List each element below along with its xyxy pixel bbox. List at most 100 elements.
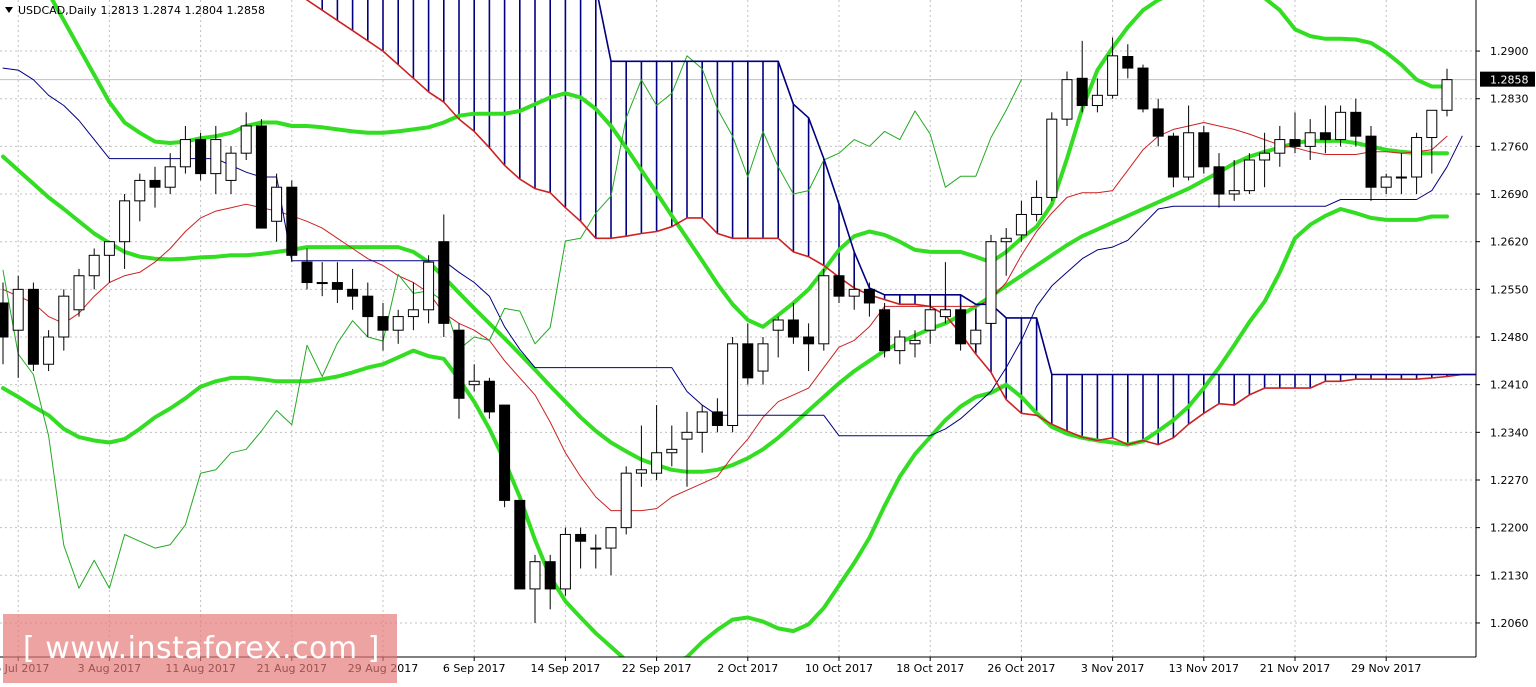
candle[interactable]: [58, 289, 70, 351]
candle[interactable]: [620, 466, 632, 535]
candle[interactable]: [772, 316, 784, 358]
candle[interactable]: [438, 214, 450, 338]
candle[interactable]: [1228, 159, 1240, 201]
candle[interactable]: [1076, 40, 1088, 113]
candle[interactable]: [1243, 153, 1255, 195]
candle[interactable]: [590, 534, 602, 569]
candle[interactable]: [1167, 132, 1179, 188]
candle[interactable]: [316, 262, 328, 297]
candle[interactable]: [818, 268, 830, 351]
candle[interactable]: [711, 398, 723, 433]
candle[interactable]: [1198, 125, 1210, 174]
candle[interactable]: [225, 146, 237, 195]
candle[interactable]: [1046, 112, 1058, 201]
candle[interactable]: [1411, 132, 1423, 195]
candle[interactable]: [331, 262, 343, 303]
candle[interactable]: [240, 112, 252, 160]
candle[interactable]: [407, 282, 419, 331]
candle[interactable]: [1380, 173, 1392, 195]
candle[interactable]: [1213, 153, 1225, 208]
dropdown-triangle-icon[interactable]: [5, 7, 13, 13]
candle[interactable]: [1289, 112, 1301, 154]
candle[interactable]: [970, 309, 982, 351]
candle[interactable]: [499, 404, 511, 508]
candle[interactable]: [879, 302, 891, 358]
candle[interactable]: [1137, 64, 1149, 113]
candle[interactable]: [833, 268, 845, 303]
candle[interactable]: [848, 282, 860, 310]
candle[interactable]: [696, 405, 708, 453]
candle[interactable]: [757, 337, 769, 385]
candle[interactable]: [1152, 98, 1164, 147]
candle[interactable]: [1441, 68, 1453, 117]
candle[interactable]: [468, 364, 480, 392]
candles-layer[interactable]: [0, 37, 1453, 623]
candle[interactable]: [1274, 125, 1286, 167]
candle[interactable]: [377, 302, 389, 351]
candle[interactable]: [195, 132, 207, 181]
candle[interactable]: [362, 282, 374, 338]
candle[interactable]: [423, 255, 435, 324]
candle[interactable]: [149, 166, 161, 208]
candle[interactable]: [651, 405, 663, 480]
candle[interactable]: [924, 296, 936, 344]
candle[interactable]: [1365, 125, 1377, 201]
candle[interactable]: [1107, 37, 1119, 99]
candle[interactable]: [985, 234, 997, 331]
candle[interactable]: [544, 554, 556, 610]
candle[interactable]: [134, 173, 146, 222]
candle[interactable]: [1304, 119, 1316, 160]
candle[interactable]: [1031, 180, 1043, 222]
candle[interactable]: [575, 527, 587, 569]
candle[interactable]: [1395, 153, 1407, 195]
candle[interactable]: [894, 330, 906, 365]
candle[interactable]: [483, 377, 495, 419]
candle[interactable]: [1183, 105, 1195, 181]
candle[interactable]: [803, 323, 815, 372]
candle[interactable]: [909, 330, 921, 358]
candle[interactable]: [255, 119, 267, 229]
candle[interactable]: [1259, 132, 1271, 188]
candle[interactable]: [164, 153, 176, 195]
candle[interactable]: [742, 323, 754, 385]
candle[interactable]: [210, 125, 222, 195]
candle[interactable]: [635, 425, 647, 487]
candle[interactable]: [27, 282, 39, 372]
candle[interactable]: [863, 282, 875, 317]
candle[interactable]: [1335, 105, 1347, 147]
candle[interactable]: [0, 282, 9, 365]
candle[interactable]: [514, 499, 526, 590]
candle[interactable]: [1426, 109, 1438, 174]
candle[interactable]: [529, 554, 541, 623]
candle[interactable]: [1015, 200, 1027, 242]
candle[interactable]: [271, 173, 283, 242]
candle[interactable]: [1000, 228, 1012, 276]
candle[interactable]: [1061, 71, 1073, 126]
candle[interactable]: [727, 337, 739, 433]
candle[interactable]: [12, 275, 24, 378]
candle[interactable]: [103, 241, 115, 283]
candle[interactable]: [1319, 105, 1331, 154]
candle[interactable]: [88, 248, 100, 290]
candle[interactable]: [605, 527, 617, 576]
candle[interactable]: [347, 268, 359, 310]
candle[interactable]: [43, 330, 55, 372]
candle[interactable]: [666, 425, 678, 467]
candle[interactable]: [301, 248, 313, 290]
candle[interactable]: [179, 125, 191, 174]
candle[interactable]: [392, 309, 404, 344]
candle[interactable]: [681, 411, 693, 487]
candle[interactable]: [1091, 78, 1103, 113]
candle[interactable]: [1122, 44, 1134, 79]
candle[interactable]: [286, 180, 298, 263]
candle[interactable]: [1350, 98, 1362, 147]
candle[interactable]: [453, 323, 465, 419]
candle[interactable]: [119, 194, 131, 269]
candle[interactable]: [939, 262, 951, 324]
candle[interactable]: [787, 302, 799, 344]
candle[interactable]: [559, 527, 571, 596]
candle[interactable]: [955, 302, 967, 351]
candle[interactable]: [73, 268, 85, 317]
